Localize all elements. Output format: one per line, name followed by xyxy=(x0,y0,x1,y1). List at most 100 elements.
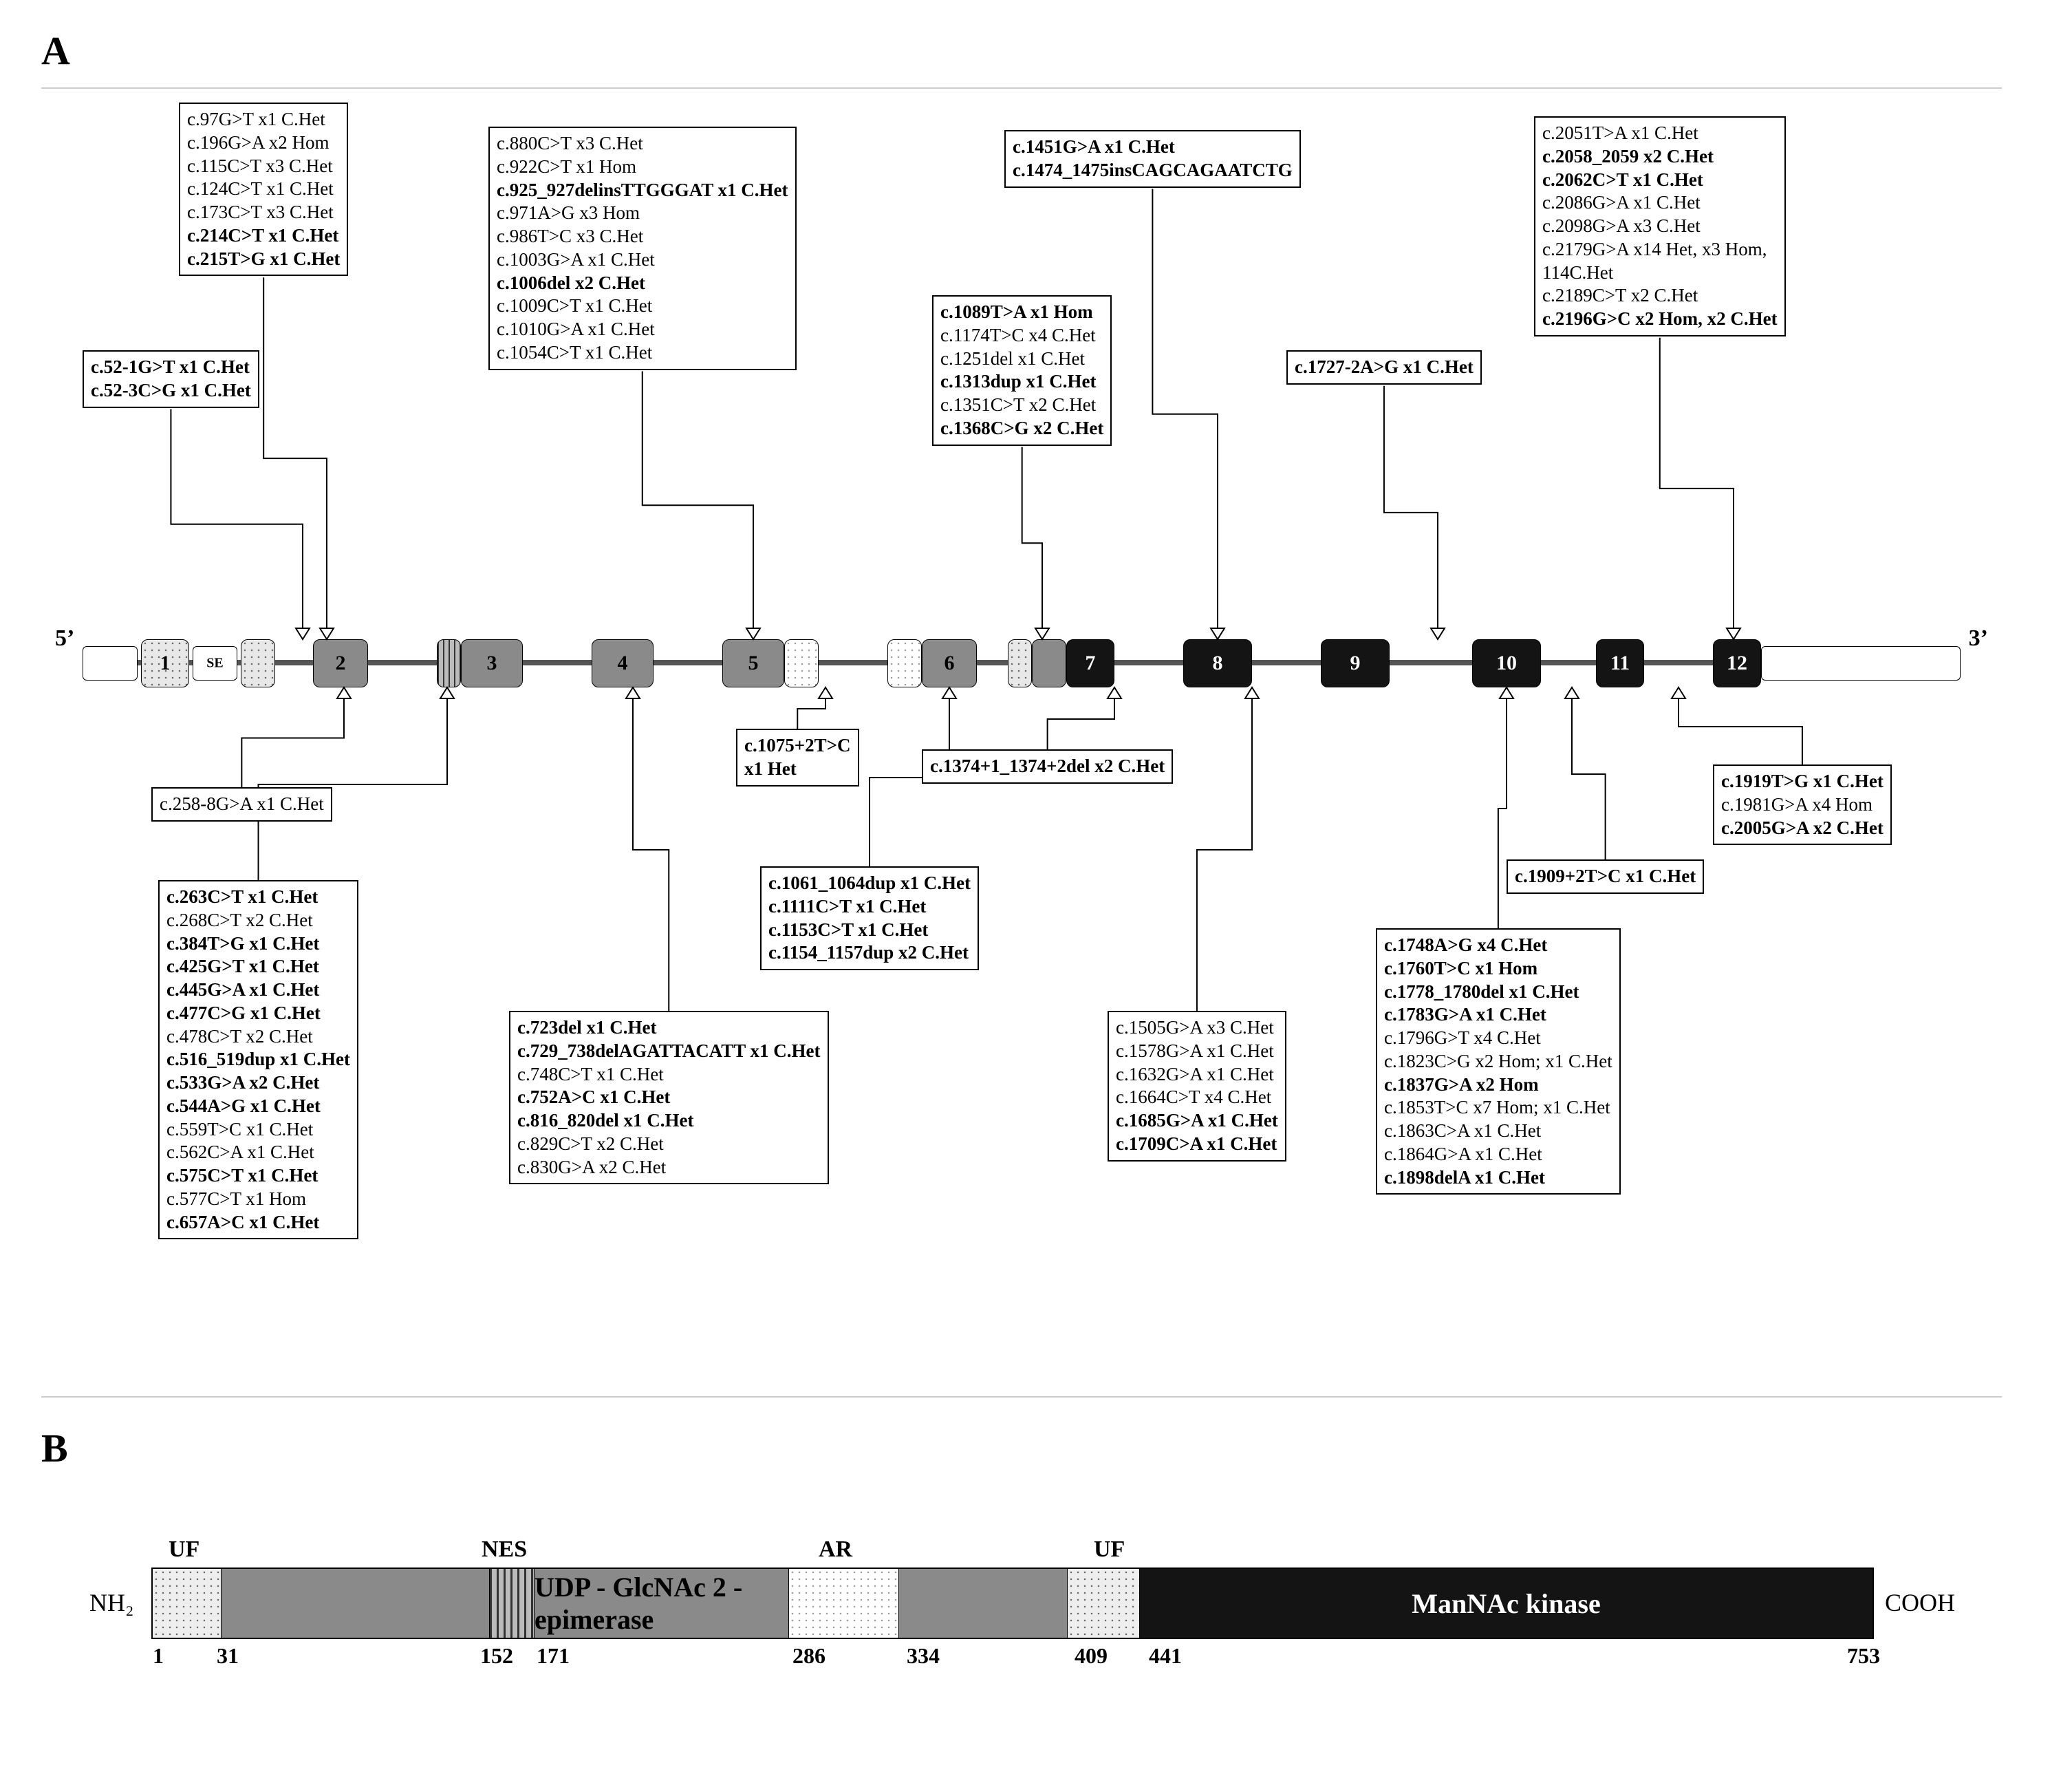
variant-entry: c.1748A>G x4 C.Het xyxy=(1384,934,1612,957)
exon-ex9: 9 xyxy=(1321,639,1390,687)
domain-label-ar: AR xyxy=(819,1537,852,1563)
variant-entry: c.1783G>A x1 C.Het xyxy=(1384,1003,1612,1027)
domain-segment: ManNAc kinase xyxy=(1140,1569,1873,1638)
variant-entry: c.268C>T x2 C.Het xyxy=(166,909,350,932)
variant-entry: c.196G>A x2 Hom xyxy=(187,131,340,155)
variant-entry: 114C.Het xyxy=(1542,261,1778,285)
nh2-terminus: NH₂ xyxy=(89,1588,134,1617)
callout-c3: c.258-8G>A x1 C.Het xyxy=(151,787,332,822)
variant-entry: c.577C>T x1 Hom xyxy=(166,1188,350,1211)
panel-b-label: B xyxy=(41,1425,2031,1471)
exon-ex8: 8 xyxy=(1183,639,1252,687)
variant-entry: c.1727-2A>G x1 C.Het xyxy=(1295,356,1474,379)
gene-track: 1SE23456789101112 xyxy=(83,639,1961,687)
variant-entry: c.215T>G x1 C.Het xyxy=(187,248,340,271)
exon-se: SE xyxy=(193,646,237,681)
exon-dots6a xyxy=(887,639,922,687)
exon-dots5 xyxy=(784,639,819,687)
callout-c11: c.1451G>A x1 C.Hetc.1474_1475insCAGCAGAA… xyxy=(1004,130,1301,188)
domain-label-uf: UF xyxy=(169,1537,199,1563)
panel-a: 5’ 3’ 1SE23456789101112 c.52-1G>T x1 C.H… xyxy=(41,87,2002,1398)
variant-entry: c.1863C>A x1 C.Het xyxy=(1384,1120,1612,1143)
variant-entry: c.1075+2T>C xyxy=(744,734,851,758)
variant-entry: c.544A>G x1 C.Het xyxy=(166,1095,350,1118)
callout-c13: c.1727-2A>G x1 C.Het xyxy=(1286,350,1482,385)
variant-entry: c.1853T>C x7 Hom; x1 C.Het xyxy=(1384,1096,1612,1120)
variant-entry: c.478C>T x2 C.Het xyxy=(166,1025,350,1049)
variant-entry: c.816_820del x1 C.Het xyxy=(517,1109,821,1133)
variant-entry: c.1837G>A x2 Hom xyxy=(1384,1073,1612,1097)
variant-entry: c.1474_1475insCAGCAGAATCTG xyxy=(1013,159,1293,182)
variant-entry: c.880C>T x3 C.Het xyxy=(497,132,788,156)
variant-entry: c.1111C>T x1 C.Het xyxy=(768,895,971,919)
exon-ex3: 3 xyxy=(461,639,523,687)
variant-entry: c.986T>C x3 C.Het xyxy=(497,225,788,248)
variant-entry: c.1909+2T>C x1 C.Het xyxy=(1515,865,1696,888)
variant-entry: c.1760T>C x1 Hom xyxy=(1384,957,1612,981)
exon-ex12: 12 xyxy=(1713,639,1761,687)
variant-entry: c.1010G>A x1 C.Het xyxy=(497,318,788,341)
aa-position: 171 xyxy=(537,1643,570,1669)
callout-c4: c.263C>T x1 C.Hetc.268C>T x2 C.Hetc.384T… xyxy=(158,880,358,1239)
aa-position: 753 xyxy=(1847,1643,1880,1669)
callout-c2: c.97G>T x1 C.Hetc.196G>A x2 Homc.115C>T … xyxy=(179,103,348,276)
exon-ex7: 7 xyxy=(1066,639,1114,687)
variant-entry: c.425G>T x1 C.Het xyxy=(166,955,350,978)
variant-entry: c.1251del x1 C.Het xyxy=(940,347,1103,371)
variant-entry: c.1174T>C x4 C.Het xyxy=(940,324,1103,347)
variant-entry: c.2189C>T x2 C.Het xyxy=(1542,284,1778,308)
variant-entry: c.925_927delinsTTGGGAT x1 C.Het xyxy=(497,179,788,202)
variant-entry: c.115C>T x3 C.Het xyxy=(187,155,340,178)
aa-position: 31 xyxy=(217,1643,239,1669)
callout-c10: c.1374+1_1374+2del x2 C.Het xyxy=(922,749,1173,784)
domain-segment xyxy=(789,1569,899,1638)
variant-entry: c.1796G>T x4 C.Het xyxy=(1384,1027,1612,1050)
variant-entry: c.1368C>G x2 C.Het xyxy=(940,417,1103,440)
exon-ex7g xyxy=(1032,639,1066,687)
variant-entry: x1 Het xyxy=(744,758,851,781)
exon-dots7a xyxy=(1008,639,1032,687)
callout-c8: c.1061_1064dup x1 C.Hetc.1111C>T x1 C.He… xyxy=(760,866,979,970)
variant-entry: c.562C>A x1 C.Het xyxy=(166,1141,350,1164)
callout-c14: c.1748A>G x4 C.Hetc.1760T>C x1 Homc.1778… xyxy=(1376,928,1621,1195)
variant-entry: c.729_738delAGATTACATT x1 C.Het xyxy=(517,1040,821,1063)
variant-entry: c.559T>C x1 C.Het xyxy=(166,1118,350,1142)
aa-position: 152 xyxy=(480,1643,513,1669)
variant-entry: c.2062C>T x1 C.Het xyxy=(1542,169,1778,192)
variant-entry: c.1632G>A x1 C.Het xyxy=(1116,1063,1278,1087)
variant-entry: c.258-8G>A x1 C.Het xyxy=(160,793,324,816)
exon-ex1: 1 xyxy=(141,639,189,687)
variant-entry: c.1009C>T x1 C.Het xyxy=(497,295,788,318)
variant-entry: c.723del x1 C.Het xyxy=(517,1016,821,1040)
variant-entry: c.1154_1157dup x2 C.Het xyxy=(768,941,971,965)
variant-entry: c.1153C>T x1 C.Het xyxy=(768,919,971,942)
variant-entry: c.1778_1780del x1 C.Het xyxy=(1384,981,1612,1004)
callout-c7: c.1075+2T>Cx1 Het xyxy=(736,729,859,787)
domain-segment xyxy=(153,1569,222,1638)
variant-entry: c.2179G>A x14 Het, x3 Hom, xyxy=(1542,238,1778,261)
domain-segment xyxy=(222,1569,490,1638)
callout-c16: c.1919T>G x1 C.Hetc.1981G>A x4 Homc.2005… xyxy=(1713,764,1892,845)
three-prime: 3’ xyxy=(1969,625,1988,652)
variant-entry: c.575C>T x1 C.Het xyxy=(166,1164,350,1188)
variant-entry: c.384T>G x1 C.Het xyxy=(166,932,350,956)
variant-entry: c.1006del x2 C.Het xyxy=(497,272,788,295)
aa-position: 441 xyxy=(1149,1643,1182,1669)
exon-ex2: 2 xyxy=(313,639,368,687)
variant-entry: c.2196G>C x2 Hom, x2 C.Het xyxy=(1542,308,1778,331)
domain-label-nes: NES xyxy=(482,1537,527,1563)
variant-entry: c.2098G>A x3 C.Het xyxy=(1542,215,1778,238)
variant-entry: c.1823C>G x2 Hom; x1 C.Het xyxy=(1384,1050,1612,1073)
exon-utr5a xyxy=(83,646,138,681)
domain-segment xyxy=(1068,1569,1140,1638)
variant-entry: c.1374+1_1374+2del x2 C.Het xyxy=(930,755,1165,778)
exon-ex4: 4 xyxy=(592,639,654,687)
variant-entry: c.1061_1064dup x1 C.Het xyxy=(768,872,971,895)
callout-c1: c.52-1G>T x1 C.Hetc.52-3C>G x1 C.Het xyxy=(83,350,259,408)
variant-entry: c.2086G>A x1 C.Het xyxy=(1542,191,1778,215)
variant-entry: c.830G>A x2 C.Het xyxy=(517,1156,821,1179)
variant-entry: c.52-3C>G x1 C.Het xyxy=(91,379,251,403)
variant-entry: c.1089T>A x1 Hom xyxy=(940,301,1103,324)
variant-entry: c.52-1G>T x1 C.Het xyxy=(91,356,251,379)
callout-c15: c.1909+2T>C x1 C.Het xyxy=(1507,859,1704,894)
